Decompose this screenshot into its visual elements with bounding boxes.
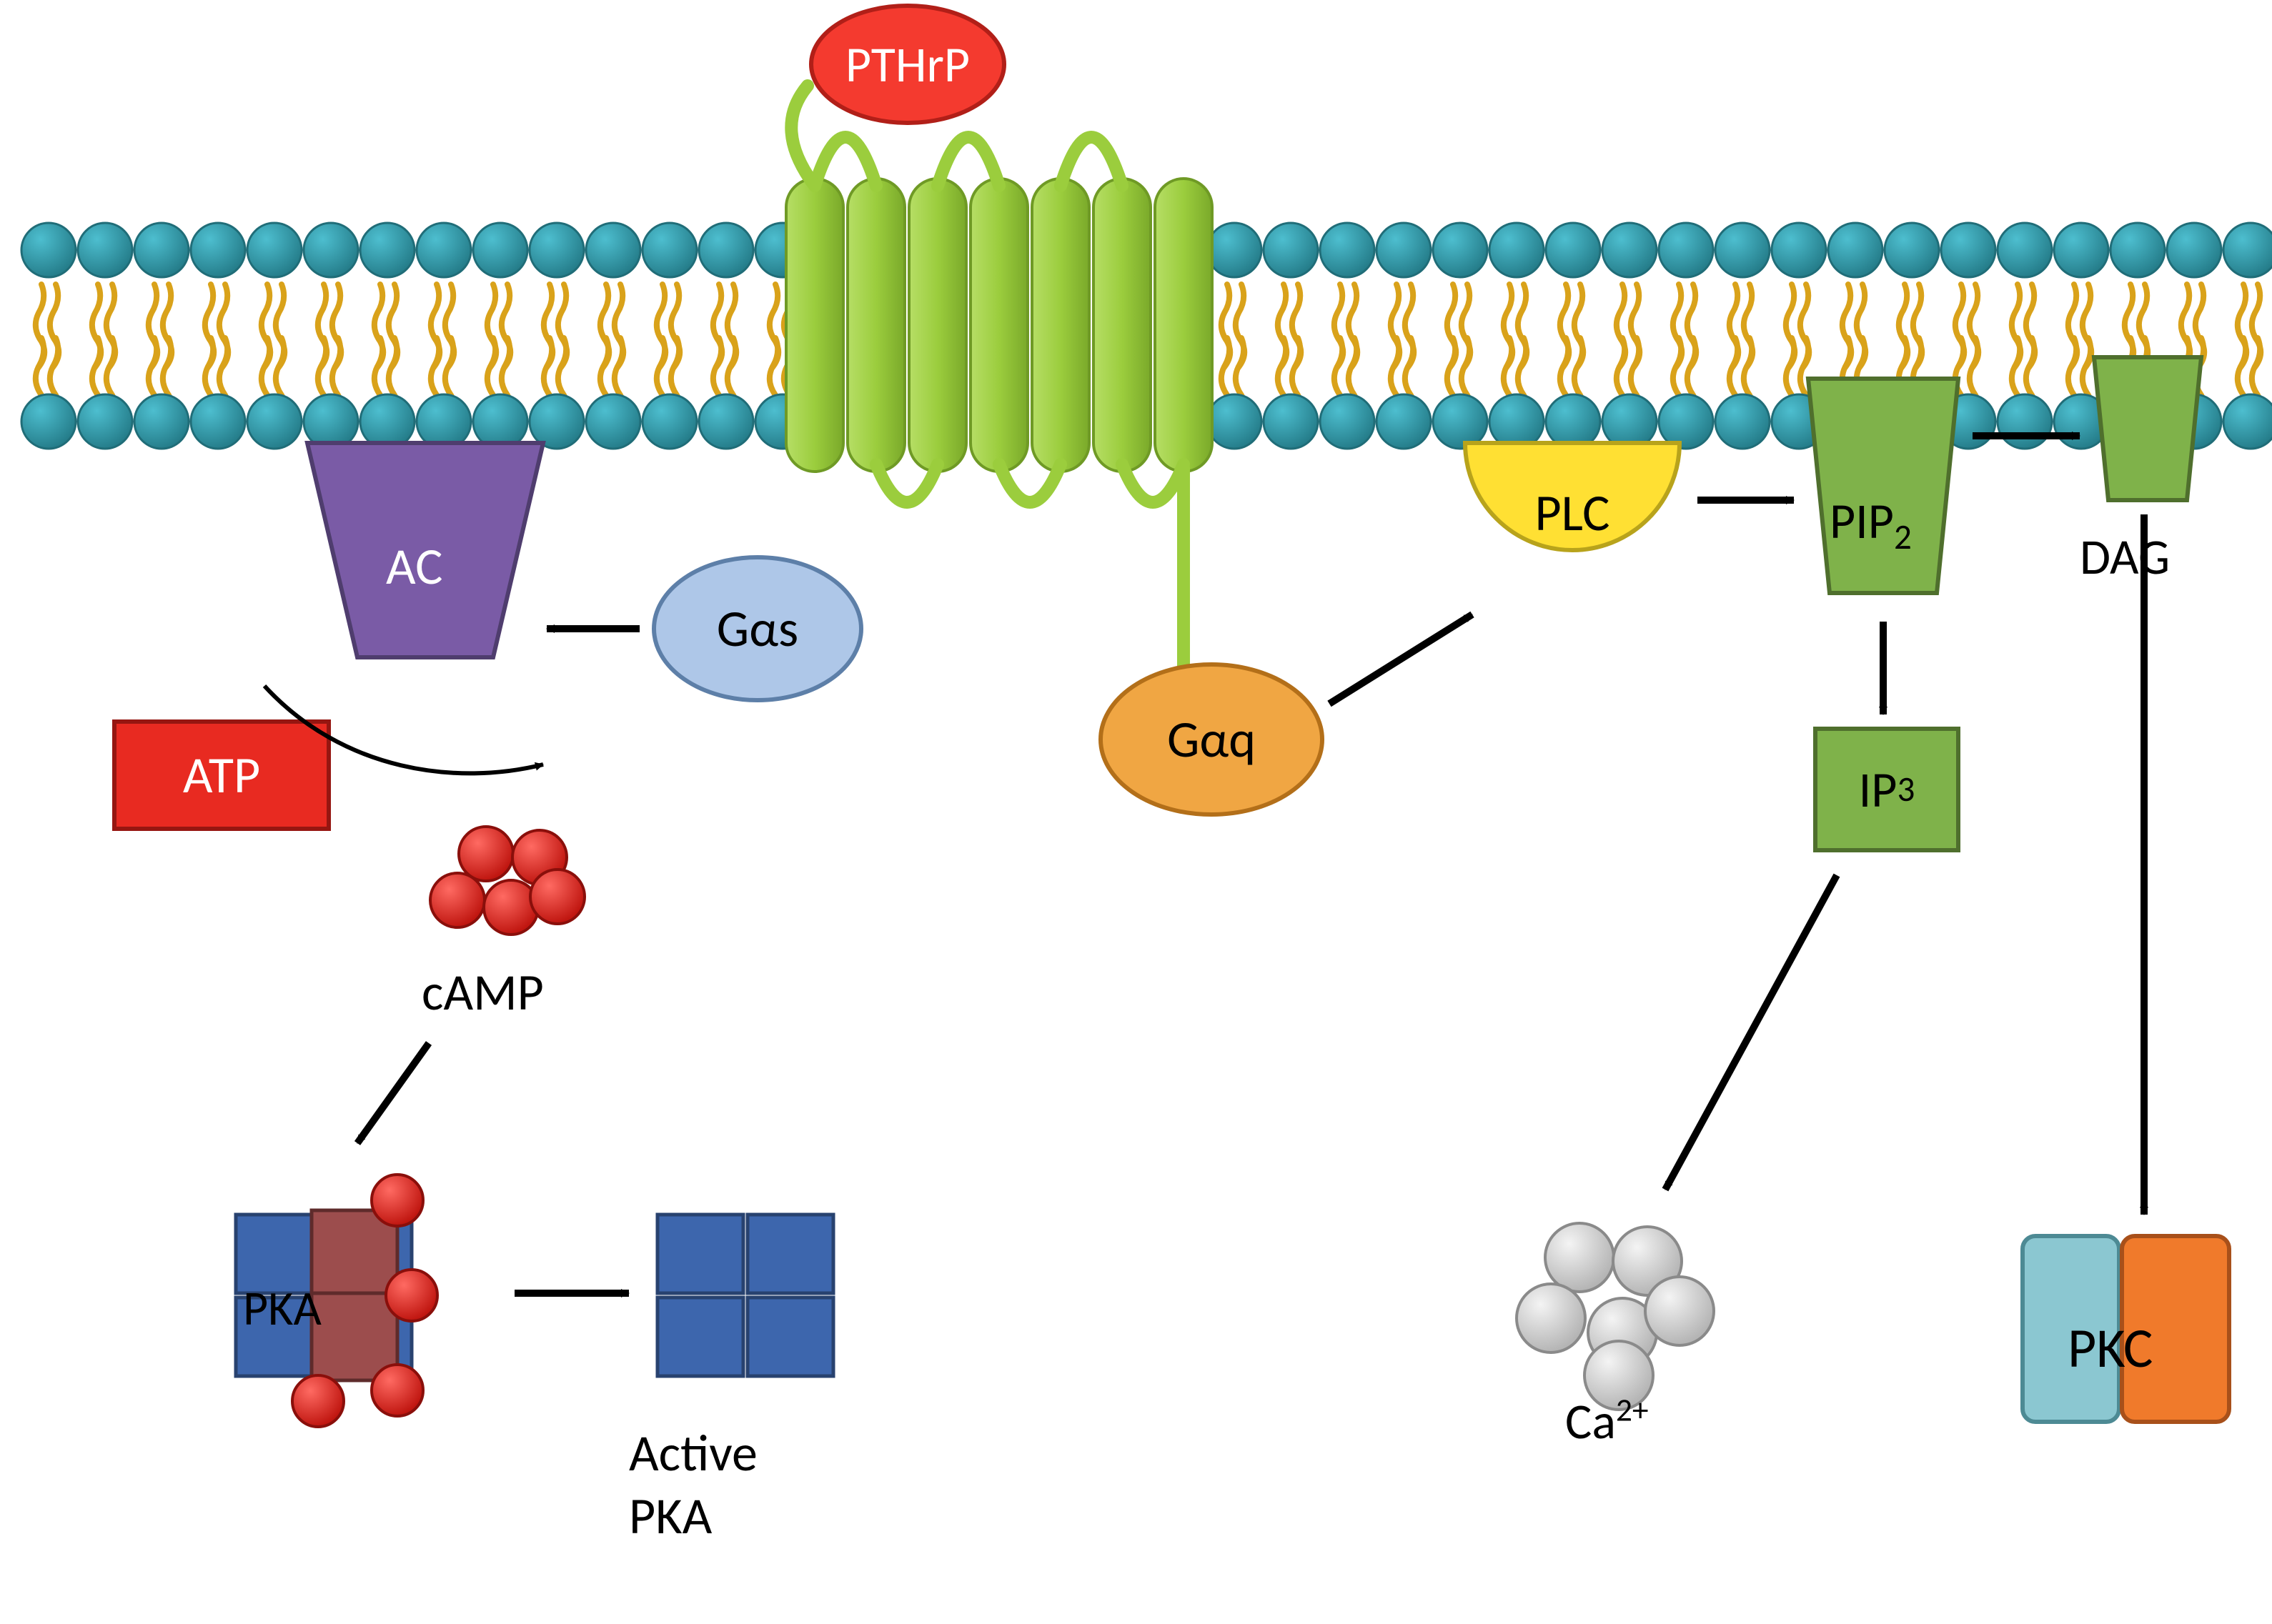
arrow-gaq-to-plc [1329, 614, 1472, 704]
diagram-stage: { "canvas": { "width": 3179, "height": 2… [0, 0, 2272, 1624]
pka-active-subunit [658, 1297, 743, 1376]
g-alpha-q [1101, 664, 1322, 815]
ip3 [1815, 729, 1958, 850]
pka-catalytic [236, 1215, 322, 1293]
camp-bound [386, 1270, 437, 1321]
camp-bound [372, 1365, 423, 1416]
camp-bound [292, 1375, 344, 1427]
pka-catalytic [236, 1297, 322, 1376]
pkc-catalytic [2122, 1236, 2229, 1422]
pthrp-ligand [811, 6, 1004, 123]
diagram-svg [0, 0, 2272, 1624]
arrow-camp-to-pka [357, 1043, 429, 1143]
pka-active-subunit [748, 1297, 833, 1376]
camp-molecule [484, 880, 538, 935]
pka-active-subunit [658, 1215, 743, 1293]
dag [2094, 357, 2201, 500]
camp-molecule [459, 827, 513, 881]
camp-molecule [530, 870, 585, 924]
arrow-ip3-to-ca [1665, 875, 1837, 1190]
camp-molecule [430, 873, 485, 927]
calcium-ion [1584, 1341, 1653, 1410]
adenylyl-cyclase [307, 443, 543, 657]
calcium-ion [1645, 1277, 1714, 1345]
g-alpha-s [654, 557, 861, 700]
camp-bound [372, 1175, 423, 1226]
calcium-ion [1545, 1223, 1614, 1292]
calcium-ion [1517, 1284, 1585, 1352]
pkc-regulatory [2023, 1236, 2119, 1422]
plc [1465, 443, 1680, 550]
atp [114, 722, 329, 829]
pka-active-subunit [748, 1215, 833, 1293]
pip2 [1808, 379, 1958, 593]
